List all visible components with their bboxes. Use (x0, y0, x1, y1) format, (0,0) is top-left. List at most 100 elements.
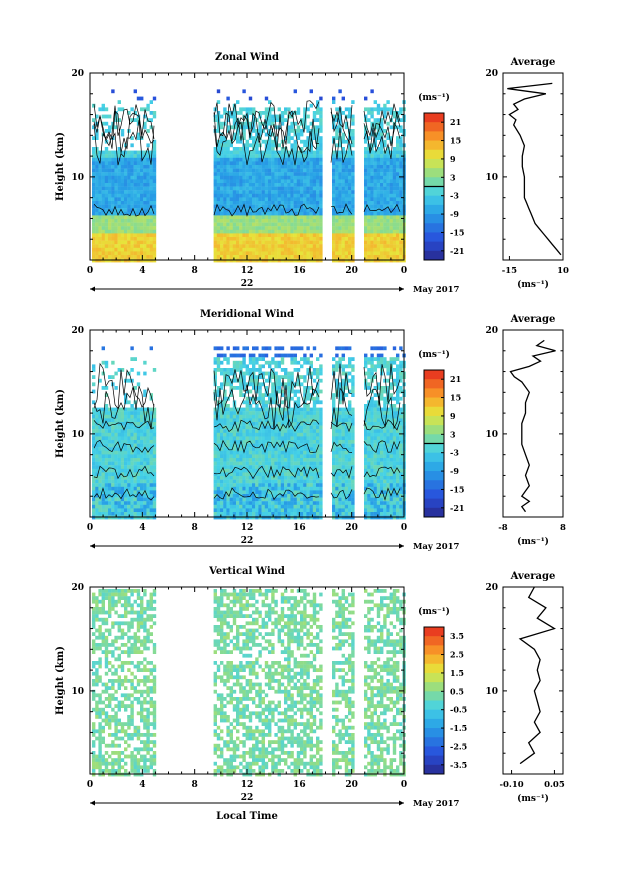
heatmap-cell (229, 407, 233, 412)
heatmap-cell (351, 251, 355, 256)
heatmap-cell (271, 389, 275, 394)
heatmap-cell (239, 147, 243, 151)
heatmap-cell (236, 458, 240, 462)
heatmap-cell (223, 497, 227, 502)
heatmap-cell (216, 186, 221, 191)
heatmap-cell (364, 251, 368, 256)
heatmap-cell (309, 483, 313, 487)
heatmap-cell (117, 226, 121, 230)
heatmap-cell (344, 161, 349, 166)
heatmap-cell (264, 508, 269, 513)
heatmap-cell (239, 461, 243, 466)
heatmap-cell (258, 396, 262, 401)
heatmap-cell (287, 219, 291, 223)
heatmap-cell (130, 240, 134, 245)
heatmap-cell (114, 255, 118, 259)
heatmap-cell (232, 219, 237, 223)
heatmap-cell (104, 157, 109, 162)
heatmap-cell (348, 168, 352, 173)
heatmap-cell (114, 440, 118, 444)
heatmap-cell (111, 222, 115, 227)
heatmap-cell (280, 393, 285, 397)
heatmap-cell (300, 422, 304, 426)
heatmap-cell (140, 96, 144, 101)
heatmap-cell (124, 204, 128, 209)
heatmap-cell (143, 440, 147, 444)
heatmap-cell (152, 244, 157, 248)
heatmap-cell (389, 201, 393, 205)
heatmap-cell (120, 450, 125, 455)
heatmap-cell (309, 197, 313, 202)
heatmap-cell (149, 118, 153, 122)
heatmap-cell (258, 219, 262, 223)
heatmap-cell (306, 179, 310, 184)
heatmap-cell (319, 139, 323, 144)
heatmap-cell (380, 168, 384, 173)
heatmap-cell (316, 255, 320, 259)
heatmap-cell (306, 411, 310, 415)
heatmap-cell (280, 389, 285, 394)
heatmap-cell (284, 211, 288, 216)
heatmap-cell (264, 483, 269, 487)
heatmap-cell (104, 472, 109, 477)
heatmap-cell (98, 490, 102, 495)
heatmap-cell (268, 229, 272, 234)
heatmap-cell (341, 251, 345, 256)
heatmap-cell (373, 165, 377, 169)
heatmap-cell (271, 371, 275, 376)
heatmap-cell (239, 165, 243, 169)
heatmap-cell (252, 407, 256, 412)
heatmap-cell (136, 414, 141, 419)
heatmap-cell (348, 233, 352, 238)
heatmap-cell (399, 139, 403, 144)
heatmap-cell (114, 476, 118, 480)
heatmap-cell (229, 157, 233, 162)
heatmap-cell (380, 190, 384, 194)
heatmap-cell (152, 183, 157, 187)
heatmap-cell (220, 497, 224, 502)
heatmap-cell (309, 353, 313, 358)
heatmap-cell (242, 154, 246, 158)
heatmap-cell (351, 165, 355, 169)
heatmap-cells (92, 346, 406, 520)
heatmap-cell (232, 360, 237, 365)
heatmap-cell (293, 443, 297, 448)
heatmap-cell (367, 247, 371, 252)
heatmap-cell (245, 154, 249, 158)
heatmap-cell (133, 386, 137, 390)
heatmap-cell (136, 490, 141, 495)
heatmap-cell (220, 450, 224, 455)
heatmap-cell (143, 407, 147, 412)
heatmap-cell (140, 494, 144, 498)
heatmap-cell (220, 208, 224, 212)
heatmap-cell (213, 247, 217, 252)
heatmap-cell (239, 508, 243, 513)
heatmap-cell (124, 183, 128, 187)
heatmap-cell (223, 479, 227, 484)
heatmap-cell (261, 179, 265, 184)
heatmap-cell (239, 244, 243, 248)
heatmap-cell (296, 504, 301, 509)
heatmap-cell (258, 375, 262, 379)
heatmap-cell (146, 476, 150, 480)
heatmap-cell (290, 486, 294, 491)
heatmap-cell (351, 229, 355, 234)
heatmap-cell (364, 154, 368, 158)
heatmap-cell (108, 150, 112, 155)
heatmap-cell (306, 490, 310, 495)
heatmap-cell (296, 501, 301, 505)
heatmap-cell (306, 208, 310, 212)
heatmap-cell (248, 389, 253, 394)
heatmap-cell (306, 233, 310, 238)
heatmap-cell (248, 407, 253, 412)
heatmap-cell (111, 255, 115, 259)
heatmap-cell (149, 237, 153, 241)
heatmap-cell (290, 512, 294, 516)
heatmap-cell (245, 508, 249, 513)
heatmap-cell (303, 175, 307, 180)
heatmap-cell (296, 172, 301, 176)
heatmap-cell (229, 208, 233, 212)
heatmap-cell (143, 251, 147, 256)
heatmap-cell (300, 197, 304, 202)
heatmap-cell (280, 454, 285, 459)
